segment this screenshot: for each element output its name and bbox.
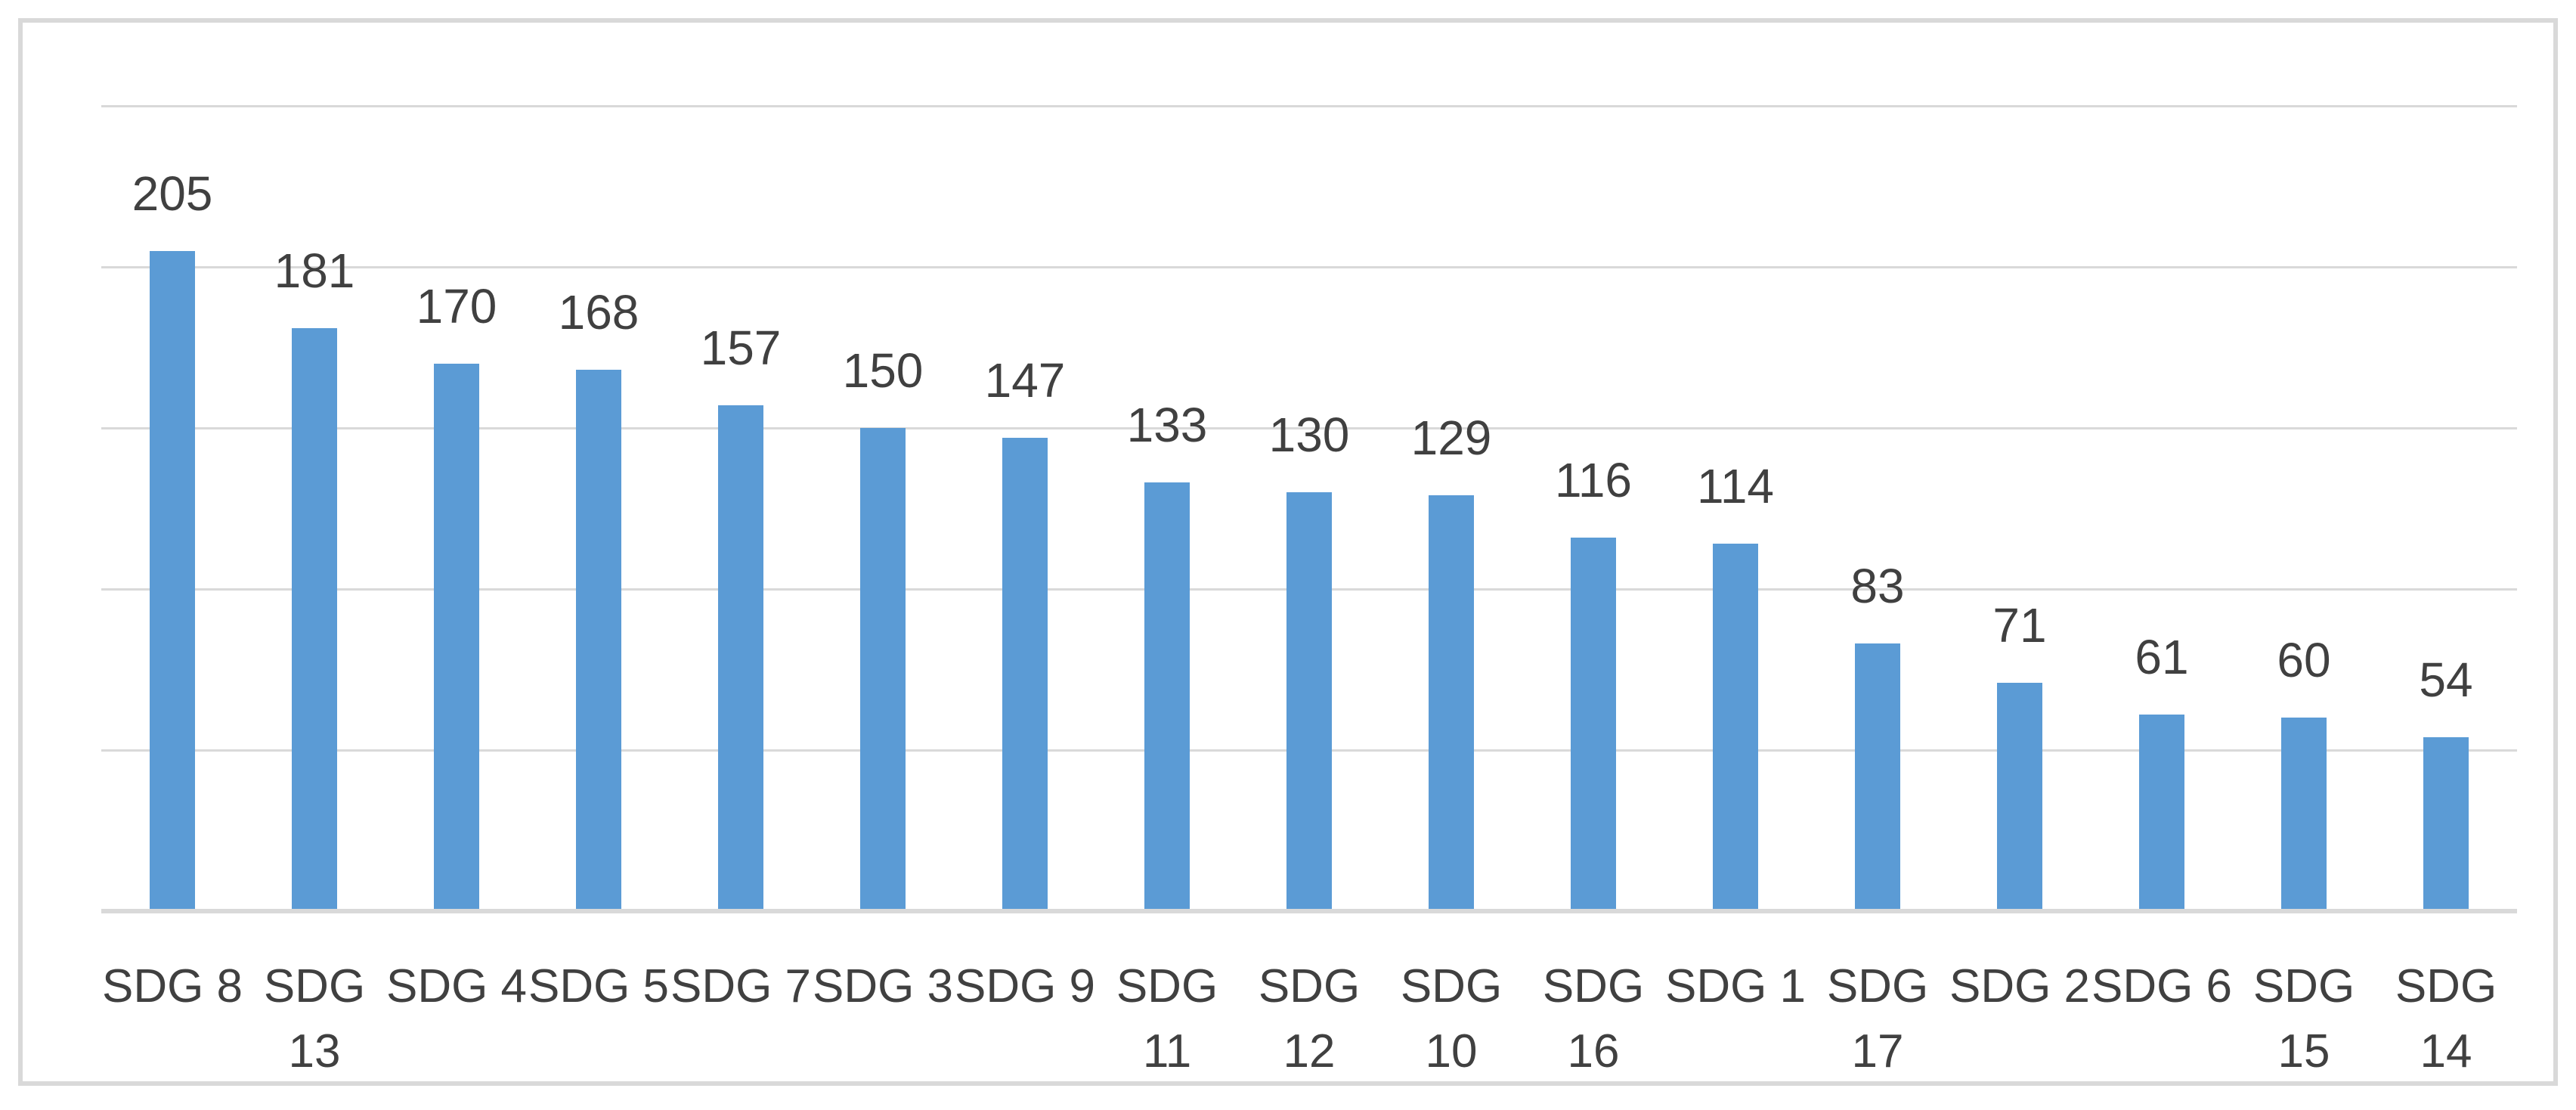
category-label: SDG 12 bbox=[1258, 960, 1361, 1077]
bar-sdg-1 bbox=[1713, 544, 1758, 913]
value-label: 114 bbox=[1696, 459, 1775, 514]
value-label: 129 bbox=[1410, 411, 1492, 466]
bar-sdg-3 bbox=[860, 428, 906, 913]
value-label: 60 bbox=[2277, 633, 2331, 688]
bar-sdg-4 bbox=[434, 363, 479, 913]
bar-sdg-15 bbox=[2281, 718, 2327, 913]
category-label: SDG 2 bbox=[1949, 960, 2091, 1012]
bar-sdg-12 bbox=[1286, 492, 1332, 913]
value-label: 150 bbox=[842, 343, 924, 398]
bar-sdg-16 bbox=[1571, 537, 1616, 913]
value-label: 116 bbox=[1554, 452, 1633, 507]
bar-sdg-17 bbox=[1855, 643, 1900, 913]
category-label: SDG 9 bbox=[954, 960, 1096, 1012]
gridline bbox=[101, 266, 2517, 268]
bar-sdg-10 bbox=[1429, 495, 1474, 913]
plot-area: 205 SDG 8 181 SDG 13 170 SDG 4 168 SDG 5 157 SDG 7… bbox=[101, 105, 2517, 1077]
value-label: 181 bbox=[274, 243, 355, 298]
category-label: SDG 16 bbox=[1542, 960, 1645, 1077]
value-label: 205 bbox=[132, 166, 213, 221]
bar-sdg-11 bbox=[1144, 482, 1190, 913]
gridline bbox=[101, 427, 2517, 429]
chart-frame: 205 SDG 8 181 SDG 13 170 SDG 4 168 SDG 5 157 SDG 7… bbox=[18, 18, 2558, 1086]
value-label: 130 bbox=[1268, 408, 1350, 463]
category-label: SDG 3 bbox=[812, 960, 954, 1012]
bar-sdg-9 bbox=[1002, 437, 1048, 913]
category-label: SDG 6 bbox=[2091, 960, 2233, 1012]
bar-sdg-5 bbox=[576, 370, 621, 913]
value-label: 83 bbox=[1850, 559, 1905, 614]
bar-sdg-2 bbox=[1997, 682, 2042, 913]
category-label: SDG 13 bbox=[263, 960, 366, 1077]
category-label: SDG 7 bbox=[670, 960, 812, 1012]
gridline bbox=[101, 105, 2517, 107]
value-label: 133 bbox=[1126, 398, 1208, 453]
value-label: 71 bbox=[1992, 597, 2047, 653]
value-label: 157 bbox=[700, 321, 782, 376]
value-label: 61 bbox=[2135, 630, 2189, 685]
category-label: SDG 14 bbox=[2395, 960, 2497, 1077]
bar-sdg-13 bbox=[292, 327, 337, 913]
category-label: SDG 1 bbox=[1664, 960, 1807, 1012]
value-label: 54 bbox=[2419, 652, 2473, 707]
x-axis-line bbox=[101, 909, 2517, 913]
value-label: 168 bbox=[558, 285, 639, 340]
bar-sdg-8 bbox=[150, 250, 195, 913]
category-label: SDG 17 bbox=[1826, 960, 1929, 1077]
category-label: SDG 11 bbox=[1116, 960, 1218, 1077]
value-label: 170 bbox=[416, 278, 497, 333]
category-label: SDG 10 bbox=[1400, 960, 1503, 1077]
category-label: SDG 4 bbox=[385, 960, 528, 1012]
bar-sdg-6 bbox=[2139, 715, 2184, 913]
category-label: SDG 8 bbox=[101, 960, 243, 1012]
category-label: SDG 15 bbox=[2252, 960, 2355, 1077]
value-label: 147 bbox=[984, 352, 1066, 408]
bar-sdg-14 bbox=[2423, 736, 2469, 913]
category-label: SDG 5 bbox=[528, 960, 670, 1012]
bar-sdg-7 bbox=[718, 405, 763, 913]
